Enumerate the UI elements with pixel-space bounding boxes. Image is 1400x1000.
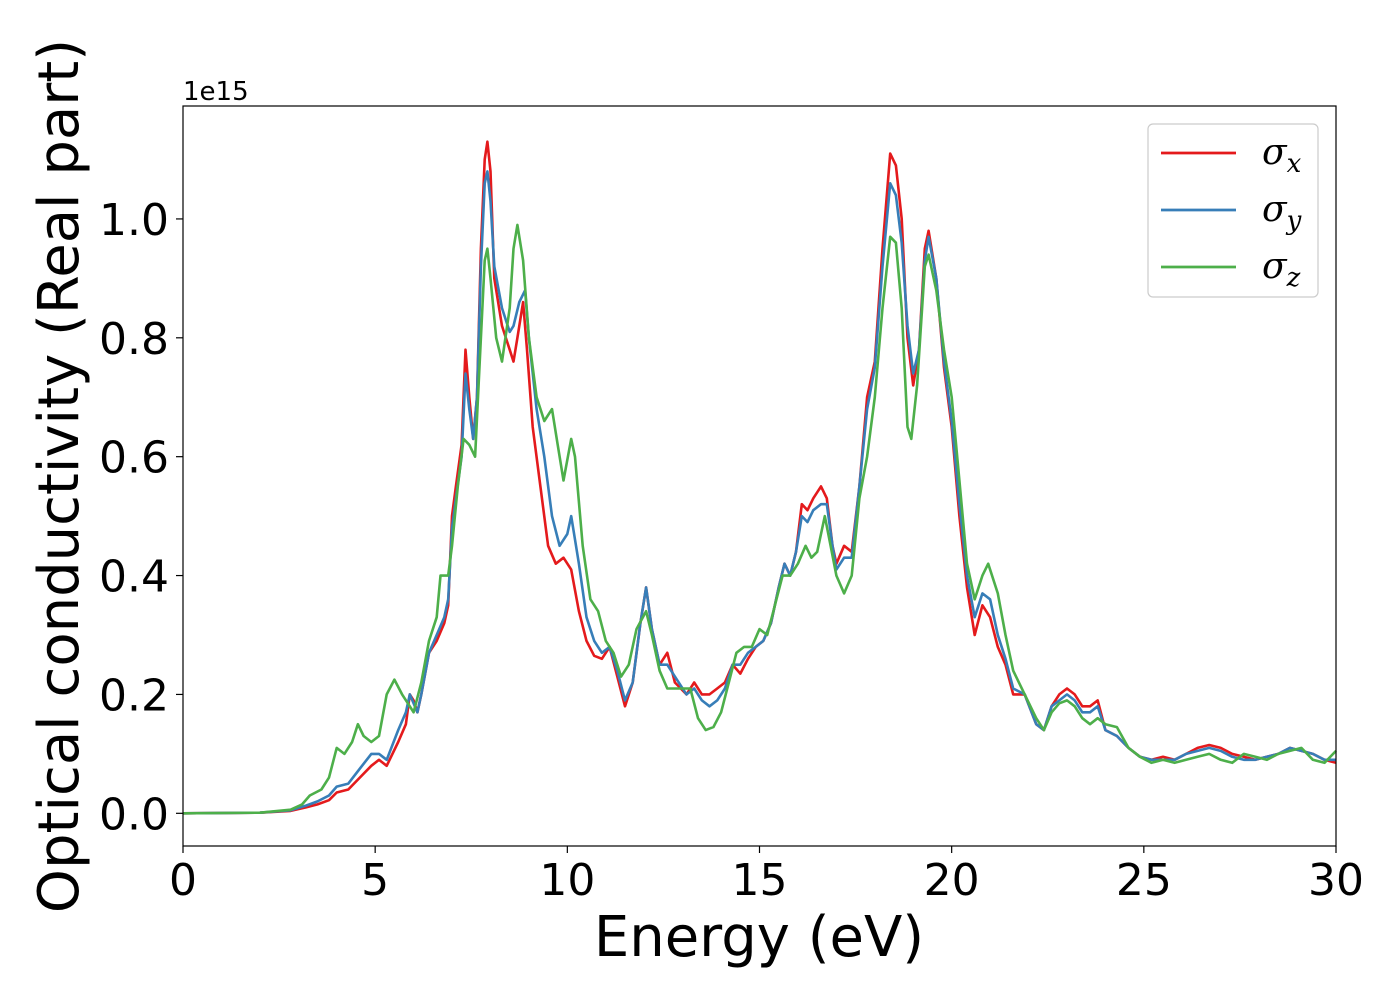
- x-tick-label: 30: [1308, 855, 1364, 906]
- series-line-z: [182, 223, 1337, 815]
- series-layer: [182, 140, 1337, 815]
- x-tick-label: 5: [361, 855, 389, 906]
- x-tick-label: 10: [539, 855, 595, 906]
- x-axis-ticks: 0 5 10 15 20 25 30: [169, 846, 1364, 906]
- x-axis-title: Energy (eV): [594, 905, 924, 970]
- x-tick-label: 15: [732, 855, 788, 906]
- x-tick-label: 20: [924, 855, 980, 906]
- x-tick-label: 25: [1116, 855, 1172, 906]
- y-tick-label: 0.6: [99, 433, 169, 484]
- x-tick-label: 0: [169, 855, 197, 906]
- y-axis-title: Optical conductivity (Real part): [27, 39, 92, 913]
- y-tick-label: 0.0: [99, 789, 169, 840]
- y-tick-label: 0.4: [99, 552, 169, 603]
- y-tick-label: 1.0: [99, 195, 169, 246]
- y-offset-label: 1e15: [183, 77, 249, 107]
- y-axis-ticks: 0.0 0.2 0.4 0.6 0.8 1.0: [99, 195, 183, 840]
- y-tick-label: 0.2: [99, 670, 169, 721]
- y-tick-label: 0.8: [99, 314, 169, 365]
